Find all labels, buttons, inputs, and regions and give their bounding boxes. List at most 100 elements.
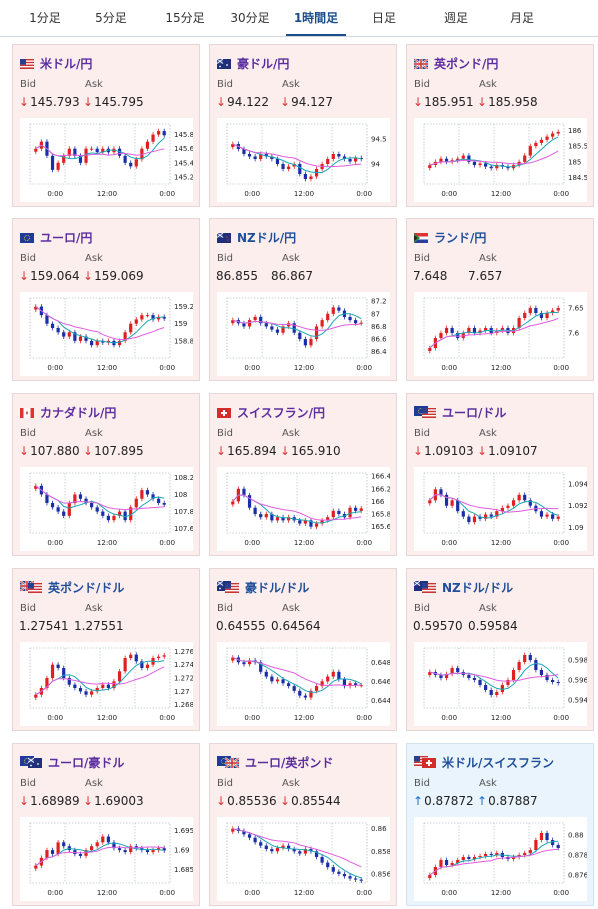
pair-title[interactable]: ランド/円 bbox=[414, 229, 486, 245]
pair-title[interactable]: ユーロ/円 bbox=[20, 229, 92, 245]
bid-label: Bid bbox=[414, 428, 430, 439]
candle-body bbox=[78, 336, 83, 341]
candle-body bbox=[517, 662, 521, 670]
candle-body bbox=[84, 336, 88, 341]
tab-3[interactable]: 30分足 bbox=[230, 11, 270, 25]
rate-card-eur-jpy[interactable]: ユーロ/円 Bid Ask ↓159.064 ↓159.069 159.2 159 158.8… bbox=[12, 218, 200, 381]
price-chart[interactable]: 145.8 145.6 145.4 145.2 0:00 12:00 0:00 bbox=[20, 118, 193, 202]
pair-title[interactable]: カナダドル/円 bbox=[20, 404, 117, 420]
rate-card-gbp-jpy[interactable]: 英ポンド/円 Bid Ask ↓185.951 ↓185.958 186 185.5 185 1… bbox=[406, 44, 594, 207]
rate-card-zar-jpy[interactable]: ランド/円 Bid Ask 7.648 7.657 7.65 7.6 0:00 12:00 0:0… bbox=[406, 218, 594, 381]
pair-title[interactable]: スイスフラン/円 bbox=[217, 404, 325, 420]
x-tick-label: 0:00 bbox=[553, 190, 569, 198]
tab-2[interactable]: 15分足 bbox=[165, 11, 205, 25]
rate-card-eur-usd[interactable]: ユーロ/ドル Bid Ask ↓1.09103 ↓1.09107 1.094 1.092 1.… bbox=[406, 393, 594, 556]
candle-body bbox=[551, 840, 555, 845]
flag-icon bbox=[413, 580, 436, 596]
tab-1[interactable]: 5分足 bbox=[95, 11, 127, 25]
rate-card-usd-chf[interactable]: 米ドル/スイスフラン Bid Ask ↑0.87872 ↑0.87887 0.88 0.87… bbox=[406, 743, 594, 906]
price-chart[interactable]: 0.88 0.878 0.876 0:00 12:00 0:00 bbox=[414, 817, 587, 901]
tab-7[interactable]: 月足 bbox=[509, 11, 534, 25]
rate-card-gbp-usd[interactable]: 英ポンド/ドル Bid Ask 1.27541 1.27551 1.276 1.274 1.2… bbox=[12, 568, 200, 731]
candle-body bbox=[275, 679, 280, 682]
ask-value: 1.27551 bbox=[74, 619, 124, 633]
tab-0[interactable]: 1分足 bbox=[29, 11, 61, 25]
candle-body bbox=[56, 842, 60, 854]
x-tick-label: 12:00 bbox=[491, 364, 511, 372]
rate-card-cad-jpy[interactable]: カナダドル/円 Bid Ask ↓107.880 ↓107.895 108.2 108 107… bbox=[12, 393, 200, 556]
pair-title[interactable]: 豪ドル/円 bbox=[216, 55, 289, 72]
candle-body bbox=[472, 328, 477, 333]
candle-body bbox=[439, 675, 443, 678]
pair-title[interactable]: ユーロ/豪ドル bbox=[20, 754, 124, 770]
ma-short-line bbox=[429, 312, 559, 349]
tab-4[interactable]: 1時間足 bbox=[286, 0, 346, 36]
rate-card-nzd-jpy[interactable]: NZドル/円 Bid Ask 86.855 86.867 87.2 87 86.8 86.6 86… bbox=[209, 218, 397, 381]
bid-price: ↓145.793 bbox=[19, 95, 80, 109]
pair-title[interactable]: NZドル/ドル bbox=[413, 579, 513, 596]
candle-body bbox=[281, 517, 285, 521]
y-tick-label: 0.648 bbox=[371, 659, 390, 667]
ask-price: ↓1.09107 bbox=[477, 444, 538, 458]
price-chart[interactable]: 0.648 0.646 0.644 0:00 12:00 0:00 bbox=[217, 642, 390, 726]
rate-card-usd-jpy[interactable]: 米ドル/円 Bid Ask ↓145.793 ↓145.795 145.8 145.6 145… bbox=[12, 44, 200, 207]
tab-6[interactable]: 週足 bbox=[443, 11, 468, 25]
rate-card-eur-aud[interactable]: ユーロ/豪ドル Bid Ask ↓1.68989 ↓1.69003 1.695 1.69 1.… bbox=[12, 743, 200, 906]
rate-card-nzd-usd[interactable]: NZドル/ドル Bid Ask 0.59570 0.59584 0.598 0.596 0.5… bbox=[406, 568, 594, 731]
x-tick-label: 0:00 bbox=[553, 714, 569, 722]
ask-label: Ask bbox=[479, 428, 497, 439]
price-chart[interactable]: 1.276 1.274 1.272 1.27 1.268 0:00 12:00 0:00 bbox=[20, 642, 193, 726]
candle-body bbox=[134, 498, 138, 508]
pair-title[interactable]: 米ドル/円 bbox=[20, 55, 92, 71]
price-chart[interactable]: 87.2 87 86.8 86.6 86.4 0:00 12:00 0:00 bbox=[217, 292, 390, 376]
ask-price: 1.27551 bbox=[74, 619, 124, 633]
candle-body bbox=[528, 308, 532, 313]
flag-icon bbox=[216, 58, 231, 72]
pair-title[interactable]: 豪ドル/ドル bbox=[216, 579, 309, 595]
rate-card-aud-jpy[interactable]: 豪ドル/円 Bid Ask ↓94.122 ↓94.127 94.5 94 0:00 12:00… bbox=[209, 44, 397, 207]
price-chart[interactable]: 0.598 0.596 0.594 0:00 12:00 0:00 bbox=[414, 642, 587, 726]
candle-body bbox=[314, 686, 319, 691]
candle-body bbox=[539, 139, 544, 143]
arrow-down-icon: ↓ bbox=[280, 444, 291, 458]
price-chart[interactable]: 159.2 159 158.8 0:00 12:00 0:00 bbox=[20, 292, 193, 376]
ask-price: ↓1.69003 bbox=[83, 794, 144, 808]
pair-title[interactable]: ユーロ/英ポンド bbox=[217, 754, 333, 770]
ma-long-line bbox=[232, 828, 362, 868]
price-chart[interactable]: 108.2 108 107.8 107.6 0:00 12:00 0:00 bbox=[20, 467, 193, 551]
rate-card-eur-gbp[interactable]: ユーロ/英ポンド Bid Ask ↓0.85536 ↓0.85544 0.86 0.858 0… bbox=[209, 743, 397, 906]
candle-body bbox=[320, 520, 324, 524]
x-tick-label: 12:00 bbox=[97, 714, 117, 722]
candle-body bbox=[145, 850, 150, 853]
candle-body bbox=[45, 850, 49, 858]
x-tick-label: 12:00 bbox=[491, 190, 511, 198]
pair-title[interactable]: 米ドル/スイスフラン bbox=[414, 754, 554, 770]
y-tick-label: 0.858 bbox=[371, 848, 390, 856]
candle-body bbox=[534, 308, 538, 313]
price-chart[interactable]: 1.695 1.69 1.685 0:00 12:00 0:00 bbox=[20, 817, 193, 901]
pair-title[interactable]: ユーロ/ドル bbox=[414, 404, 506, 420]
price-chart[interactable]: 166.4 166.2 166 165.8 165.6 0:00 12:00 0:00 bbox=[217, 467, 390, 551]
price-chart[interactable]: 0.86 0.858 0.856 0:00 12:00 0:00 bbox=[217, 817, 390, 901]
price-chart[interactable]: 1.094 1.092 1.09 0:00 12:00 0:00 bbox=[414, 467, 587, 551]
tab-5[interactable]: 日足 bbox=[371, 11, 396, 25]
candle-body bbox=[90, 691, 94, 695]
arrow-down-icon: ↓ bbox=[216, 444, 227, 458]
candle-body bbox=[67, 148, 71, 156]
price-chart[interactable]: 186 185.5 185 184.5 0:00 12:00 0:00 bbox=[414, 118, 587, 202]
price-chart[interactable]: 7.65 7.6 0:00 12:00 0:00 bbox=[414, 292, 587, 376]
candle-body bbox=[337, 510, 341, 515]
bid-value: 1.68989 bbox=[30, 794, 80, 808]
pair-title[interactable]: 英ポンド/円 bbox=[413, 55, 498, 71]
price-chart[interactable]: 94.5 94 0:00 12:00 0:00 bbox=[217, 118, 390, 202]
pair-title[interactable]: 英ポンド/ドル bbox=[19, 579, 124, 595]
candle-body bbox=[56, 162, 60, 170]
pair-name: カナダドル/円 bbox=[40, 406, 117, 420]
rate-card-chf-jpy[interactable]: スイスフラン/円 Bid Ask ↓165.894 ↓165.910 166.4 166.2… bbox=[209, 393, 397, 556]
candle-body bbox=[472, 161, 477, 166]
candle-body bbox=[145, 490, 150, 495]
rate-card-aud-usd[interactable]: 豪ドル/ドル Bid Ask 0.64555 0.64564 0.648 0.646 0.64… bbox=[209, 568, 397, 731]
y-tick-label: 1.27 bbox=[174, 688, 190, 696]
pair-title[interactable]: NZドル/円 bbox=[216, 229, 296, 245]
candle-body bbox=[439, 860, 443, 867]
